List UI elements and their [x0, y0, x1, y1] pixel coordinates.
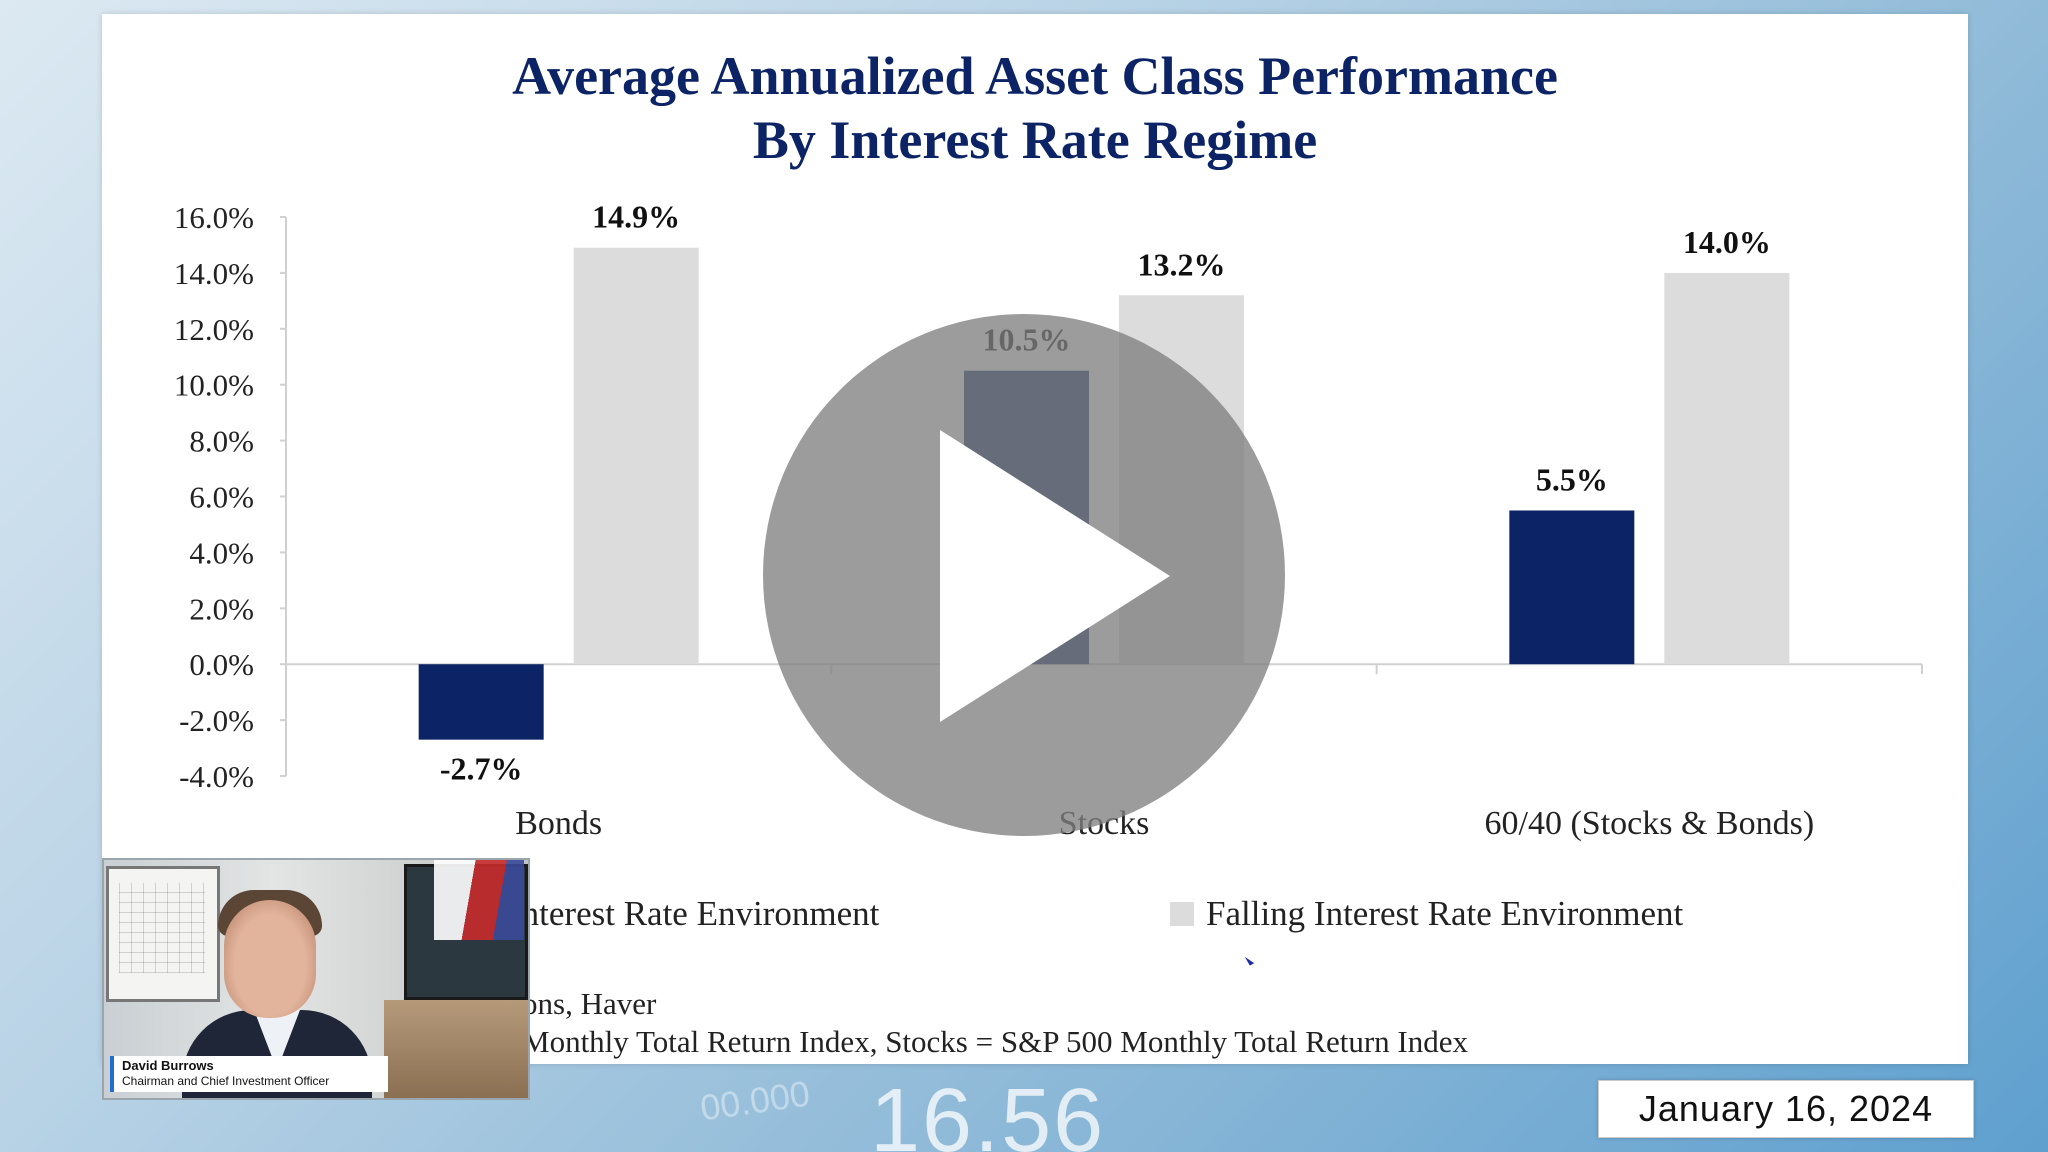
background-number: 16.56: [870, 1071, 1106, 1152]
chart-title-line1: Average Annualized Asset Class Performan…: [512, 46, 1558, 106]
presenter-name: David Burrows: [122, 1058, 214, 1073]
whiteboard: [106, 866, 220, 1002]
source-line-1: ons, Haver: [522, 986, 657, 1021]
y-tick-label: 2.0%: [189, 591, 254, 626]
y-tick-label: 6.0%: [189, 480, 254, 515]
date-label: January 16, 2024: [1598, 1080, 1974, 1138]
legend-swatch-falling: [1170, 902, 1194, 926]
bar-series-2-3: [1664, 272, 1790, 665]
data-label: 13.2%: [1138, 246, 1226, 282]
bar-series-1-1: [418, 664, 544, 740]
legend-label-rising: Interest Rate Environment: [510, 894, 880, 933]
y-tick-label: 0.0%: [189, 647, 254, 682]
bar-series-2-1: [573, 247, 699, 665]
bar-series-1-3: [1509, 510, 1635, 665]
x-category-label: 60/40 (Stocks & Bonds): [1485, 805, 1815, 842]
y-tick-label: 10.0%: [174, 368, 254, 403]
legend-item-rising: Interest Rate Environment: [510, 894, 879, 934]
data-label: 5.5%: [1536, 461, 1608, 497]
background-number-small: 00.000: [697, 1072, 813, 1129]
presenter-head: [224, 900, 316, 1018]
data-label: 14.0%: [1683, 224, 1771, 260]
play-button[interactable]: [763, 314, 1285, 836]
data-label: -2.7%: [440, 751, 523, 787]
y-tick-label: -2.0%: [179, 703, 254, 738]
y-tick-label: 16.0%: [174, 200, 254, 235]
chart-title: Average Annualized Asset Class Performan…: [102, 44, 1968, 172]
x-category-label: Bonds: [515, 805, 602, 842]
y-tick-label: 8.0%: [189, 424, 254, 459]
presenter-role: Chairman and Chief Investment Officer: [122, 1074, 330, 1088]
y-tick-label: 12.0%: [174, 312, 254, 347]
source-line-2: Monthly Total Return Index, Stocks = S&P…: [522, 1024, 1468, 1059]
play-icon: [940, 430, 1170, 722]
data-label: 14.9%: [592, 199, 680, 235]
shelf: [384, 1000, 528, 1098]
y-tick-label: -4.0%: [179, 759, 254, 794]
y-tick-label: 14.0%: [174, 256, 254, 291]
presenter-nameplate: David Burrows Chairman and Chief Investm…: [110, 1056, 388, 1092]
y-tick-label: 4.0%: [189, 535, 254, 570]
flag: [434, 860, 524, 940]
legend-label-falling: Falling Interest Rate Environment: [1206, 894, 1684, 933]
presenter-webcam: David Burrows Chairman and Chief Investm…: [102, 858, 530, 1100]
chart-title-line2: By Interest Rate Regime: [752, 110, 1318, 170]
legend-item-falling: Falling Interest Rate Environment: [1170, 894, 1683, 934]
